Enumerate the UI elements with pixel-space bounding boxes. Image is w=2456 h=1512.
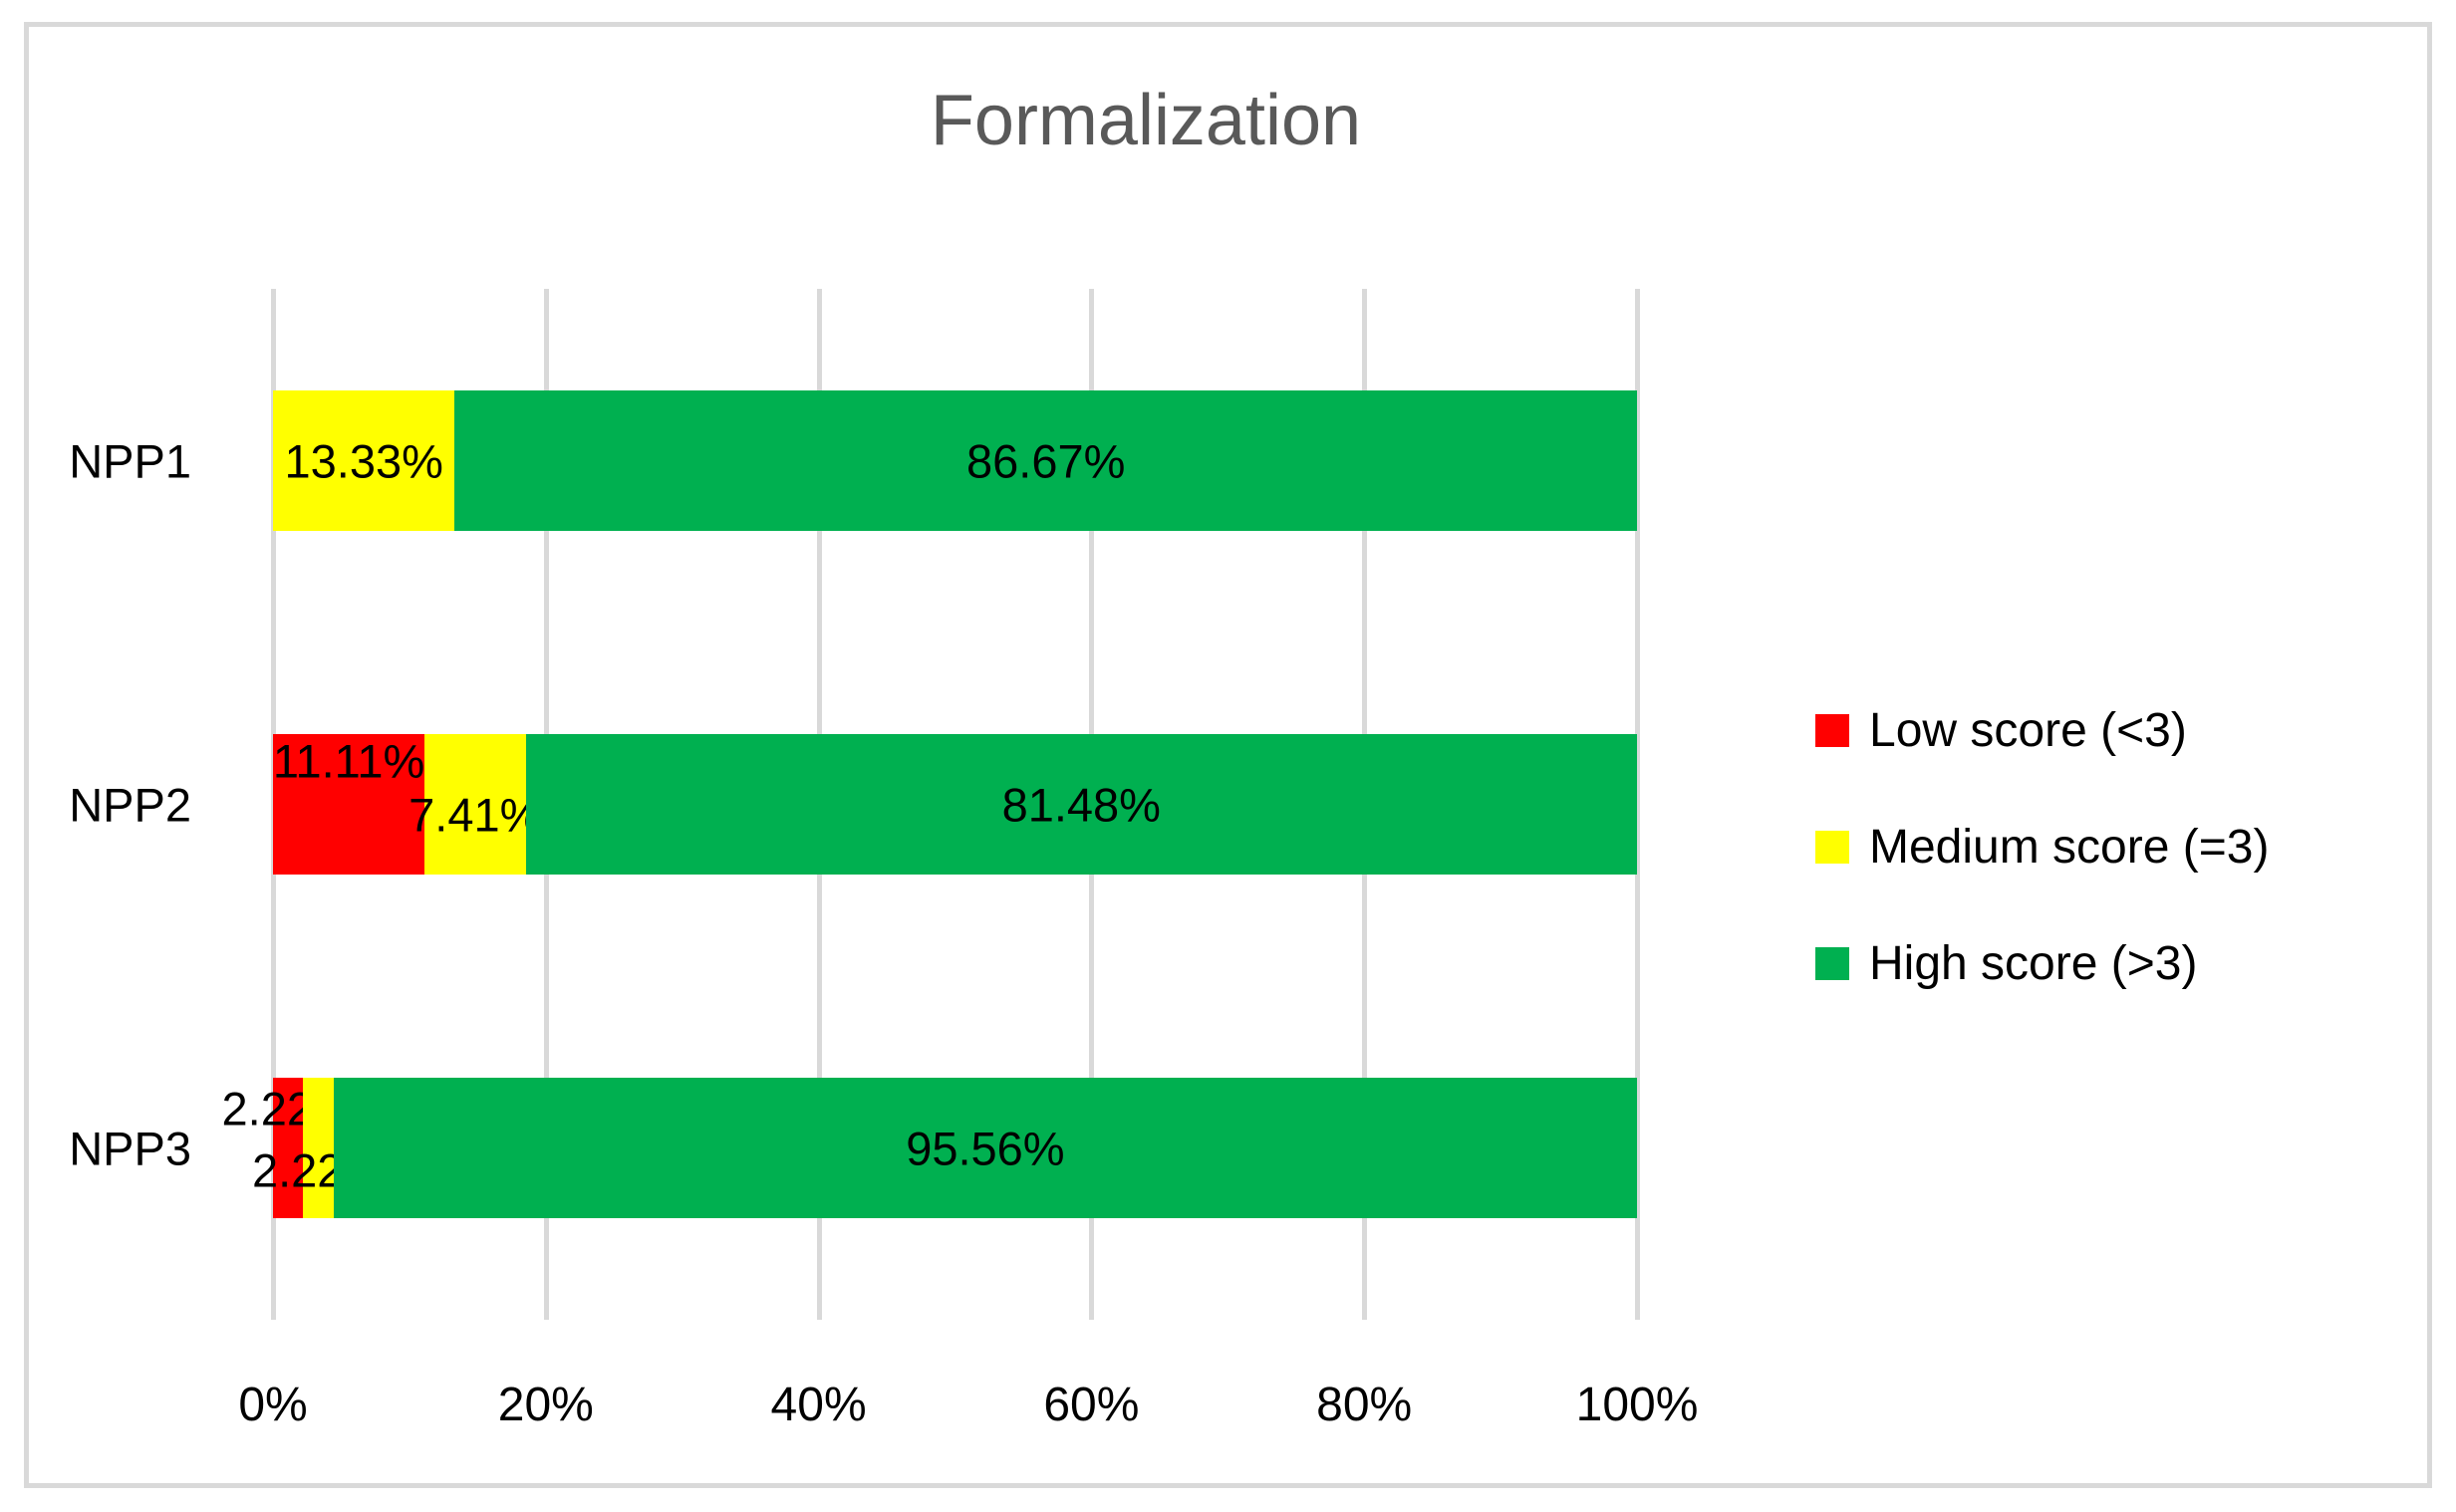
legend-label: Low score (<3) — [1869, 704, 2187, 757]
category-label: NPP2 — [69, 778, 191, 831]
x-axis-tick-label: 40% — [770, 1379, 867, 1431]
bar-segment — [273, 1078, 304, 1218]
legend-label: Medium score (=3) — [1869, 821, 2270, 874]
bar-segment — [454, 390, 1637, 531]
category-band: 2.22% 2.22% 95.56% — [222, 976, 1637, 1320]
legend-item: High score (>3) — [1815, 905, 2269, 1022]
legend-swatch — [1815, 831, 1849, 864]
data-label: 81.48% — [1001, 778, 1161, 831]
legend-label: High score (>3) — [1869, 937, 2198, 990]
legend: Low score (<3) Medium score (=3) High scor… — [1815, 672, 2269, 1022]
x-axis-tick-label: 20% — [497, 1379, 594, 1431]
legend-item: Low score (<3) — [1815, 672, 2269, 789]
data-label: 11.11% — [272, 734, 425, 787]
x-axis-tick-label: 0% — [238, 1379, 308, 1431]
category-band: 11.11% 7.41% 81.48% — [273, 632, 1637, 976]
category-label: NPP1 — [69, 434, 191, 487]
data-label: 7.41% — [409, 788, 542, 841]
legend-item: Medium score (=3) — [1815, 789, 2269, 905]
data-label: 95.56% — [906, 1122, 1065, 1174]
legend-swatch — [1815, 714, 1849, 747]
bar-segment — [333, 1078, 1637, 1218]
chart-title: Formalization — [930, 81, 1362, 160]
category-band: 13.33% 86.67% — [273, 289, 1637, 632]
bar-segment — [525, 734, 1637, 875]
data-label: 13.33% — [284, 434, 443, 487]
legend-swatch — [1815, 947, 1849, 980]
bar-segment — [273, 734, 425, 875]
bar-segment — [303, 1078, 334, 1218]
plot-area: 13.33% 86.67% 11.11% 7.41% 81.48% 2.22% 2.22% 9… — [222, 289, 1640, 1320]
gridline — [1635, 289, 1640, 1320]
x-axis-tick-label: 60% — [1043, 1379, 1140, 1431]
category-label: NPP3 — [69, 1122, 191, 1174]
x-axis-tick-label: 80% — [1316, 1379, 1413, 1431]
bar-segment — [424, 734, 526, 875]
bar-segment — [273, 390, 455, 531]
x-axis-tick-label: 100% — [1575, 1379, 1699, 1431]
data-label: 86.67% — [966, 434, 1126, 487]
